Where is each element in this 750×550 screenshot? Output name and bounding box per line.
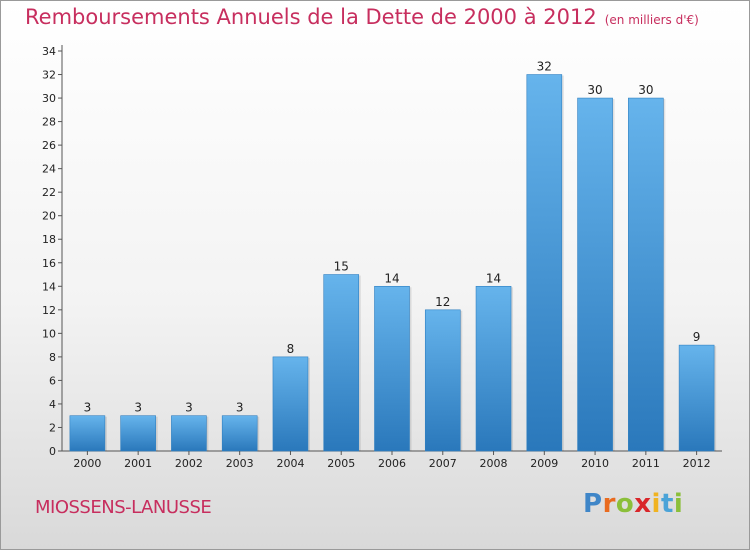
bar-2007 xyxy=(424,309,461,452)
logo-letter: P xyxy=(583,489,603,519)
chart-unit: (en milliers d'€) xyxy=(604,13,699,27)
logo-letter: t xyxy=(660,489,674,519)
data-label-2011: 30 xyxy=(638,83,653,97)
bar-2005 xyxy=(323,274,360,452)
chart-title-block: Remboursements Annuels de la Dette de 20… xyxy=(25,5,699,29)
y-tick-label-26: 26 xyxy=(42,139,56,152)
x-tick-label-2004: 2004 xyxy=(276,457,304,470)
y-tick-label-12: 12 xyxy=(42,304,56,317)
y-tick-label-24: 24 xyxy=(42,163,56,176)
data-label-2009: 32 xyxy=(537,60,552,74)
data-label-2008: 14 xyxy=(486,271,501,285)
data-label-2012: 9 xyxy=(693,330,701,344)
logo-letter: i xyxy=(651,489,661,519)
data-label-2007: 12 xyxy=(435,295,450,309)
bar-2000 xyxy=(69,415,106,452)
y-tick-label-16: 16 xyxy=(42,257,56,270)
x-tick-label-2009: 2009 xyxy=(530,457,558,470)
bar-2011 xyxy=(628,97,664,452)
data-label-2004: 8 xyxy=(287,342,295,356)
bar-2004 xyxy=(272,356,309,452)
logo-letter: i xyxy=(673,489,684,519)
x-tick-label-2003: 2003 xyxy=(226,457,254,470)
data-label-2002: 3 xyxy=(185,401,193,415)
y-tick-label-30: 30 xyxy=(42,92,56,105)
bar-2012 xyxy=(678,344,715,452)
bar-2001 xyxy=(120,415,156,452)
data-label-2000: 3 xyxy=(84,401,92,415)
y-tick-label-8: 8 xyxy=(49,351,56,364)
x-tick-label-2000: 2000 xyxy=(73,457,101,470)
logo-letter: r xyxy=(602,489,616,519)
y-tick-label-32: 32 xyxy=(42,69,56,82)
y-tick-label-28: 28 xyxy=(42,116,56,129)
bar-2003 xyxy=(221,415,258,452)
data-label-2010: 30 xyxy=(587,83,602,97)
y-tick-label-34: 34 xyxy=(42,45,56,58)
x-tick-label-2007: 2007 xyxy=(429,457,457,470)
y-tick-label-6: 6 xyxy=(49,374,56,387)
bar-2006 xyxy=(374,285,410,452)
x-tick-label-2008: 2008 xyxy=(480,457,508,470)
logo-letter: x xyxy=(634,489,652,519)
data-label-2003: 3 xyxy=(236,401,244,415)
data-label-2005: 15 xyxy=(334,260,349,274)
y-tick-label-10: 10 xyxy=(42,327,56,340)
commune-name: MIOSSENS-LANUSSE xyxy=(35,497,212,518)
bar-2002 xyxy=(171,415,207,452)
bar-2008 xyxy=(475,285,512,452)
x-tick-label-2002: 2002 xyxy=(175,457,203,470)
x-tick-label-2005: 2005 xyxy=(327,457,355,470)
y-tick-label-22: 22 xyxy=(42,186,56,199)
x-tick-label-2006: 2006 xyxy=(378,457,406,470)
bar-2009 xyxy=(526,74,563,452)
x-tick-label-2011: 2011 xyxy=(632,457,660,470)
y-tick-label-14: 14 xyxy=(42,280,56,293)
y-tick-label-20: 20 xyxy=(42,210,56,223)
x-tick-label-2001: 2001 xyxy=(124,457,152,470)
y-tick-label-0: 0 xyxy=(49,445,56,458)
x-tick-label-2010: 2010 xyxy=(581,457,609,470)
x-tick-label-2012: 2012 xyxy=(683,457,711,470)
y-tick-label-18: 18 xyxy=(42,233,56,246)
bar-2010 xyxy=(577,97,613,452)
data-label-2006: 14 xyxy=(384,271,399,285)
y-tick-label-2: 2 xyxy=(49,421,56,434)
proxiti-logo: Proxiti xyxy=(583,489,683,519)
data-label-2001: 3 xyxy=(134,401,142,415)
y-tick-label-4: 4 xyxy=(49,398,56,411)
chart-title: Remboursements Annuels de la Dette de 20… xyxy=(25,5,597,29)
logo-letter: o xyxy=(615,489,635,519)
